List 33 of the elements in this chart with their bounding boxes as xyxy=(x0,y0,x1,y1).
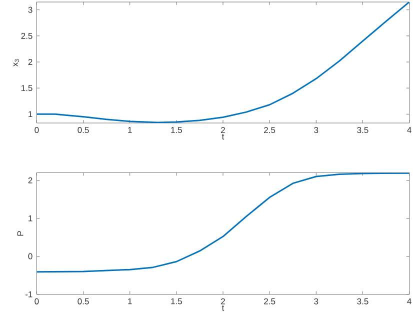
y-tick-label: 2.5 xyxy=(21,32,32,39)
y-axis-title: x$_{3}$ xyxy=(13,59,19,66)
x-tick-label: 0.5 xyxy=(78,127,89,134)
y-tick-label: -1 xyxy=(25,291,32,298)
y-tick-label: 1 xyxy=(28,111,32,118)
x-tick-label: 3 xyxy=(314,298,318,304)
x-tick-label: 2 xyxy=(221,298,225,304)
x-tick-label: 3.5 xyxy=(357,298,368,304)
x-tick-label: 2 xyxy=(221,127,225,133)
y-tick-label: 0 xyxy=(28,253,32,260)
y-tick-label: 1 xyxy=(28,215,32,222)
line-series xyxy=(36,172,410,273)
x-tick-label: 4 xyxy=(407,127,412,133)
x-tick-label: 0.5 xyxy=(78,298,89,304)
x-axis-title: t xyxy=(222,134,224,140)
y-tick-label: 2 xyxy=(28,59,32,65)
x-tick-label: 1.5 xyxy=(171,298,182,304)
x-tick-label: 3.5 xyxy=(357,127,368,134)
x-tick-label: 1 xyxy=(128,298,132,304)
x-tick-label: 2.5 xyxy=(264,127,276,134)
x-tick-label: 1.5 xyxy=(171,127,182,133)
x-tick-label: 0 xyxy=(34,298,39,304)
x-tick-label: 0 xyxy=(34,127,39,134)
y-tick-label: 2 xyxy=(28,177,32,184)
line-series xyxy=(36,2,410,123)
y-tick-label: 1.5 xyxy=(21,85,32,92)
x-axis-title: t xyxy=(222,305,224,311)
x-tick-label: 2.5 xyxy=(264,298,276,304)
x-tick-label: 4 xyxy=(407,298,412,304)
y-axis-title: P xyxy=(17,231,24,236)
x-tick-label: 3 xyxy=(314,127,318,134)
y-tick-label: 3 xyxy=(28,6,32,13)
x-tick-label: 1 xyxy=(128,127,132,133)
